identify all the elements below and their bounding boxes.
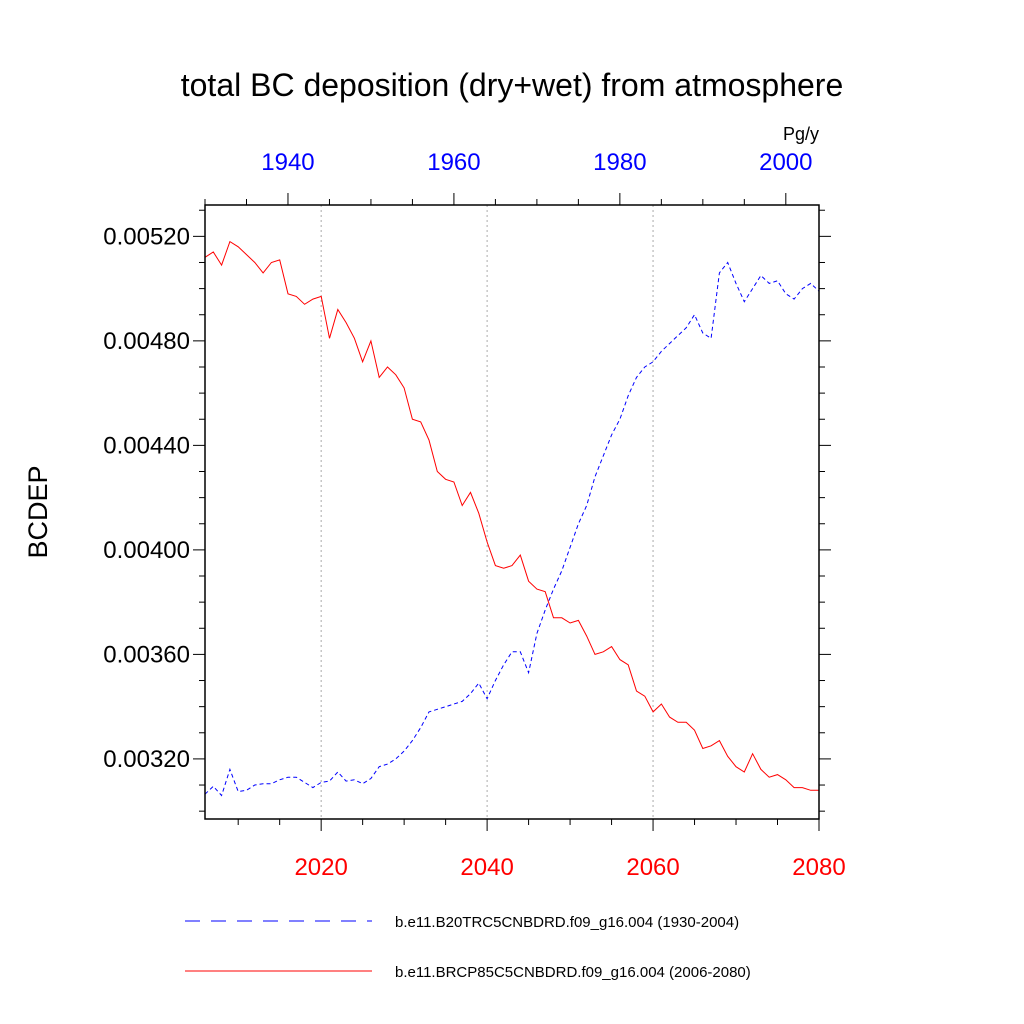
grid-lines (320, 205, 654, 819)
series-lines (204, 240, 820, 797)
x-top-tick-label: 1940 (261, 149, 314, 176)
x-bottom-tick-label: 2040 (460, 854, 513, 881)
x-top-tick-label: 1960 (427, 149, 480, 176)
y-tick-label: 0.00520 (103, 223, 190, 250)
y-tick-label: 0.00320 (103, 746, 190, 773)
y-tick-label: 0.00400 (103, 537, 190, 564)
y-tick-label: 0.00480 (103, 328, 190, 355)
plot-frame (204, 204, 820, 820)
legend-label: b.e11.BRCP85C5CNBDRD.f09_g16.004 (2006-2… (395, 964, 751, 981)
y-tick-label: 0.00360 (103, 641, 190, 668)
x-bottom-tick-label: 2080 (792, 854, 845, 881)
axis-ticks (193, 193, 831, 831)
x-bottom-tick-labels: 2020 2040 2060 2080 (294, 854, 845, 881)
x-bottom-tick-label: 2060 (626, 854, 679, 881)
y-tick-labels: 0.00320 0.00360 0.00400 0.00440 0.00480 0.005… (103, 223, 190, 773)
legend: b.e11.B20TRC5CNBDRD.f09_g16.004 (1930-20… (185, 914, 751, 981)
series-line-2 (204, 240, 819, 791)
x-top-tick-label: 1980 (593, 149, 646, 176)
x-top-tick-labels: 1940 1960 1980 2000 (261, 149, 812, 176)
y-axis-label: BCDEP (23, 465, 53, 558)
y-tick-label: 0.00440 (103, 432, 190, 459)
series-line-1 (204, 261, 820, 797)
legend-label: b.e11.B20TRC5CNBDRD.f09_g16.004 (1930-20… (395, 914, 739, 931)
x-bottom-tick-label: 2020 (294, 854, 347, 881)
x-top-tick-label: 2000 (759, 149, 812, 176)
units-label: Pg/y (783, 124, 819, 144)
chart-title: total BC deposition (dry+wet) from atmos… (181, 67, 844, 103)
